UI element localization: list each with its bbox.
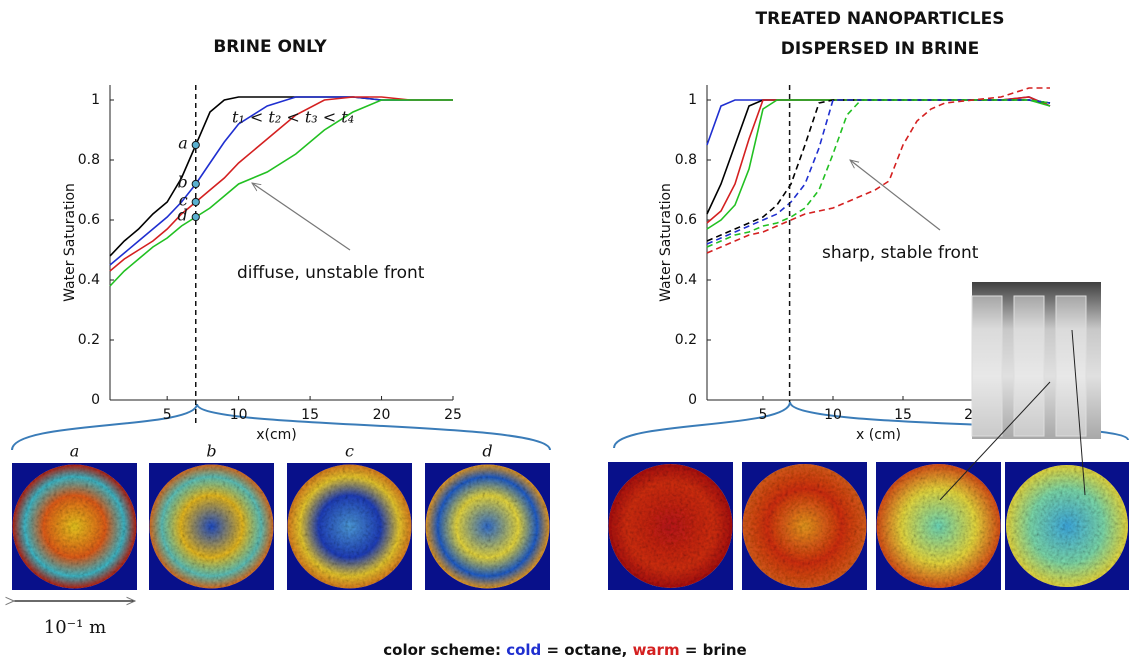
y-tick-label: 1: [91, 92, 100, 108]
vial: [1056, 296, 1086, 436]
x-tick-label: 5: [163, 407, 172, 423]
y-tick-label: 0: [688, 392, 697, 408]
x-tick-label: 10: [824, 407, 842, 423]
caption-part: color scheme:: [383, 641, 506, 659]
y-tick-label: 0.6: [675, 212, 697, 228]
y-tick-label: 0.8: [675, 152, 697, 168]
x-tick-label: 15: [894, 407, 912, 423]
y-tick-label: 0.6: [78, 212, 100, 228]
y-tick-label: 1: [688, 92, 697, 108]
annotation-arrow: [252, 183, 350, 250]
y-tick-label: 0.4: [78, 272, 100, 288]
y-tick-label: 0.2: [675, 332, 697, 348]
panel-label: b: [206, 442, 216, 461]
saturation-image: [1006, 465, 1128, 587]
x-tick-label: 5: [759, 407, 768, 423]
series-line: [707, 100, 1050, 214]
annotation-arrow: [850, 160, 940, 230]
saturation-image: [288, 465, 412, 589]
figure: 10⁻¹ m color scheme: cold = octane, warm…: [0, 0, 1130, 662]
series-line: [707, 100, 1050, 229]
scale-label: 10⁻¹ m: [44, 617, 106, 638]
sample-point: [192, 141, 199, 148]
point-label: b: [178, 173, 188, 192]
panel-label: a: [70, 442, 80, 461]
y-tick-label: 0.8: [78, 152, 100, 168]
chart-title: TREATED NANOPARTICLES: [756, 9, 1005, 29]
x-tick-label: 20: [373, 407, 391, 423]
x-axis-label: x (cm): [856, 427, 901, 443]
sample-point: [192, 198, 199, 205]
sample-point: [192, 180, 199, 187]
saturation-image: [877, 464, 1001, 588]
saturation-image: [743, 464, 867, 588]
y-tick-label: 0.2: [78, 332, 100, 348]
caption-part: warm: [633, 641, 680, 659]
saturation-image: [13, 465, 137, 589]
series-line: [707, 100, 1050, 244]
series-line: [707, 100, 1050, 247]
series-line: [707, 97, 1050, 145]
x-axis-label: x(cm): [256, 427, 297, 443]
x-tick-label: 15: [301, 407, 319, 423]
y-axis-label: Water Saturation: [62, 183, 78, 302]
point-label: a: [178, 134, 188, 153]
caption: color scheme: cold = octane, warm = brin…: [383, 641, 747, 659]
right-images: [608, 462, 1129, 590]
chart-title: BRINE ONLY: [213, 37, 327, 57]
series-line: [707, 97, 1050, 223]
caption-part: = octane,: [541, 641, 632, 659]
vial: [972, 296, 1002, 436]
left-images: [12, 463, 550, 590]
point-label: d: [178, 206, 188, 225]
y-tick-label: 0: [91, 392, 100, 408]
x-tick-label: 10: [230, 407, 248, 423]
saturation-image: [150, 465, 274, 589]
saturation-image: [426, 465, 550, 589]
panel-label: c: [345, 442, 354, 461]
panel-label: d: [482, 442, 492, 461]
caption-part: = brine: [680, 641, 747, 659]
y-axis-label: Water Saturation: [658, 183, 674, 302]
sample-point: [192, 213, 199, 220]
saturation-image: [609, 464, 733, 588]
time-order: t₁ < t₂ < t₃ < t₄: [232, 108, 354, 127]
x-tick-label: 25: [444, 407, 462, 423]
vial: [1014, 296, 1044, 436]
annotation: diffuse, unstable front: [237, 263, 425, 283]
y-tick-label: 0.4: [675, 272, 697, 288]
series-line: [707, 100, 1050, 241]
chart-title: DISPERSED IN BRINE: [781, 39, 979, 59]
caption-part: cold: [506, 641, 541, 659]
annotation: sharp, stable front: [822, 243, 979, 263]
